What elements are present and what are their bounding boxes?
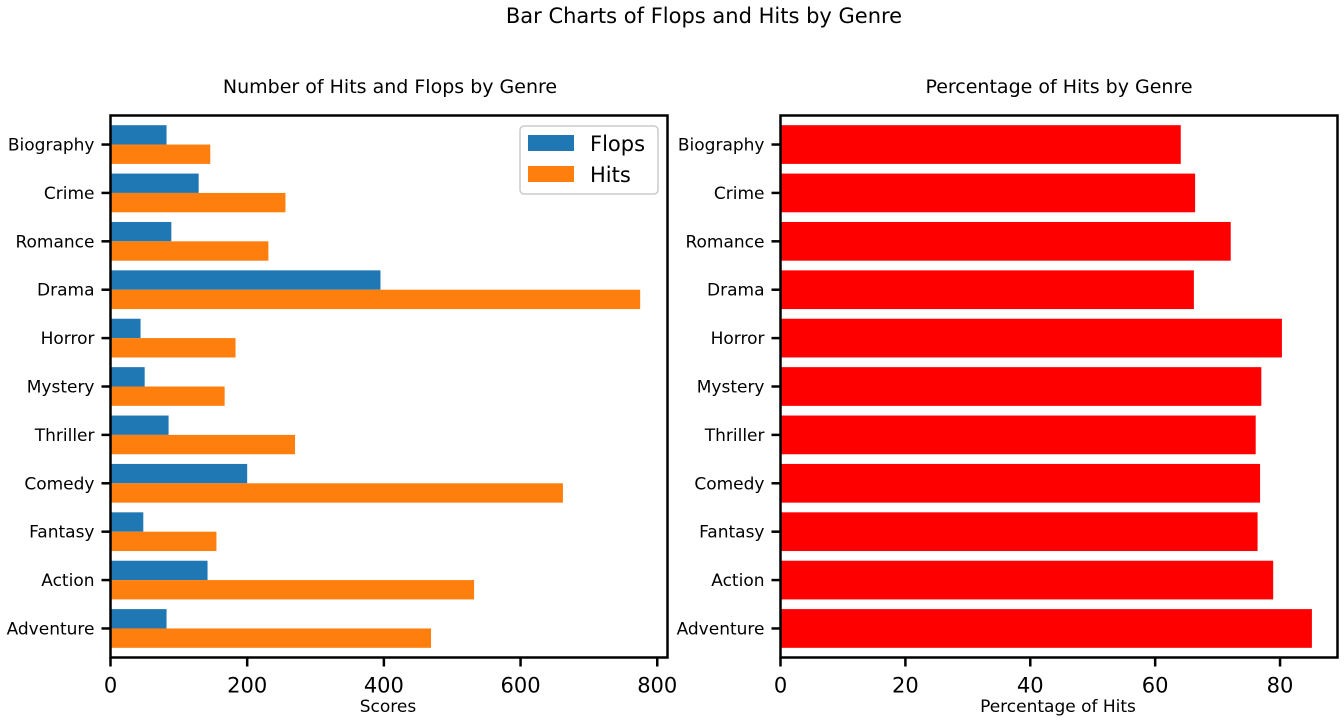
y-tick-label-fantasy: Fantasy bbox=[29, 523, 94, 543]
y-tick-label-adventure: Adventure bbox=[677, 619, 765, 639]
y-tick-label-romance: Romance bbox=[685, 232, 764, 252]
bar-hits-romance bbox=[110, 241, 269, 261]
chart-title: Percentage of Hits by Genre bbox=[925, 76, 1192, 98]
bar-flops-crime bbox=[110, 173, 199, 193]
x-tick-label: 80 bbox=[1267, 674, 1294, 698]
bar-hits-fantasy bbox=[110, 531, 217, 552]
y-tick-label-crime: Crime bbox=[714, 184, 765, 204]
x-tick-label: 200 bbox=[227, 674, 267, 698]
x-axis-label: Percentage of Hits bbox=[980, 697, 1136, 717]
x-tick-label: 800 bbox=[637, 674, 677, 698]
axis-ticks: Adventure Action Fantasy Comedy Thriller Myst… bbox=[677, 136, 1294, 698]
bar-flops-romance bbox=[110, 221, 172, 242]
y-tick-label-comedy: Comedy bbox=[694, 474, 764, 494]
y-tick-label-adventure: Adventure bbox=[7, 619, 95, 639]
bar-hits-drama bbox=[110, 289, 641, 310]
y-tick-label-biography: Biography bbox=[678, 136, 765, 156]
legend-swatch-flops bbox=[528, 135, 574, 151]
bar-flops-fantasy bbox=[110, 512, 144, 532]
y-tick-label-thriller: Thriller bbox=[704, 426, 765, 446]
x-axis-label: Scores bbox=[360, 697, 417, 717]
y-tick-label-biography: Biography bbox=[8, 136, 95, 156]
y-tick-label-thriller: Thriller bbox=[34, 426, 95, 446]
y-tick-label-comedy: Comedy bbox=[24, 474, 94, 494]
y-tick-label-crime: Crime bbox=[44, 184, 95, 204]
plot-frame bbox=[779, 114, 1339, 659]
bar-percentage-action bbox=[780, 560, 1274, 600]
hits-flops-chart: Number of Hits and Flops by Genre Scores… bbox=[7, 76, 678, 717]
bar-percentage-drama bbox=[780, 270, 1194, 310]
bar-percentage-romance bbox=[780, 221, 1231, 261]
y-tick-label-romance: Romance bbox=[15, 232, 94, 252]
bar-hits-action bbox=[110, 580, 475, 600]
bar-flops-action bbox=[110, 560, 208, 581]
legend-label-hits: Hits bbox=[590, 163, 631, 187]
legend: Flops Hits bbox=[519, 125, 659, 195]
bar-hits-crime bbox=[110, 192, 286, 213]
x-tick-label: 20 bbox=[892, 674, 919, 698]
bar-hits-horror bbox=[110, 338, 236, 358]
bar-percentage-crime bbox=[780, 173, 1196, 213]
x-tick-label: 40 bbox=[1017, 674, 1044, 698]
bar-flops-thriller bbox=[110, 415, 169, 435]
y-tick-label-drama: Drama bbox=[707, 281, 764, 301]
x-tick-label: 60 bbox=[1142, 674, 1169, 698]
percentage-hits-chart: Percentage of Hits by Genre Percentage o… bbox=[677, 76, 1339, 717]
plot-frame bbox=[109, 114, 669, 659]
x-tick-label: 0 bbox=[104, 674, 117, 698]
y-tick-label-horror: Horror bbox=[711, 329, 765, 349]
y-tick-label-fantasy: Fantasy bbox=[699, 523, 764, 543]
bar-percentage-mystery bbox=[780, 367, 1262, 406]
bar-flops-drama bbox=[110, 270, 381, 290]
bar-percentage-thriller bbox=[780, 415, 1256, 455]
y-tick-label-action: Action bbox=[711, 571, 764, 591]
axis-ticks: Adventure Action Fantasy Comedy Thriller Myst… bbox=[7, 136, 678, 698]
bar-percentage-fantasy bbox=[780, 512, 1258, 552]
x-tick-label: 600 bbox=[501, 674, 541, 698]
bar-hits-comedy bbox=[110, 483, 563, 503]
bar-percentage-adventure bbox=[780, 609, 1312, 648]
bar-flops-biography bbox=[110, 125, 167, 145]
bar-flops-mystery bbox=[110, 367, 145, 387]
bar-percentage-horror bbox=[780, 318, 1282, 358]
bar-hits-thriller bbox=[110, 434, 296, 455]
y-tick-label-horror: Horror bbox=[41, 329, 95, 349]
bar-flops-adventure bbox=[110, 609, 167, 629]
bar-hits-mystery bbox=[110, 386, 225, 406]
bar-hits-adventure bbox=[110, 628, 432, 648]
bar-flops-horror bbox=[110, 318, 141, 339]
bar-group bbox=[780, 125, 1312, 648]
bar-group bbox=[110, 125, 641, 648]
x-tick-label: 0 bbox=[774, 674, 787, 698]
y-tick-label-action: Action bbox=[41, 571, 94, 591]
y-tick-label-mystery: Mystery bbox=[27, 378, 95, 398]
legend-label-flops: Flops bbox=[590, 132, 645, 156]
y-tick-label-drama: Drama bbox=[37, 281, 94, 301]
x-tick-label: 400 bbox=[364, 674, 404, 698]
bar-hits-biography bbox=[110, 144, 211, 164]
bar-percentage-comedy bbox=[780, 463, 1261, 503]
bar-flops-comedy bbox=[110, 463, 248, 484]
y-tick-label-mystery: Mystery bbox=[697, 378, 765, 398]
legend-swatch-hits bbox=[528, 166, 574, 182]
bar-percentage-biography bbox=[780, 125, 1181, 164]
chart-title: Number of Hits and Flops by Genre bbox=[223, 76, 557, 98]
figure-suptitle: Bar Charts of Flops and Hits by Genre bbox=[506, 4, 902, 28]
